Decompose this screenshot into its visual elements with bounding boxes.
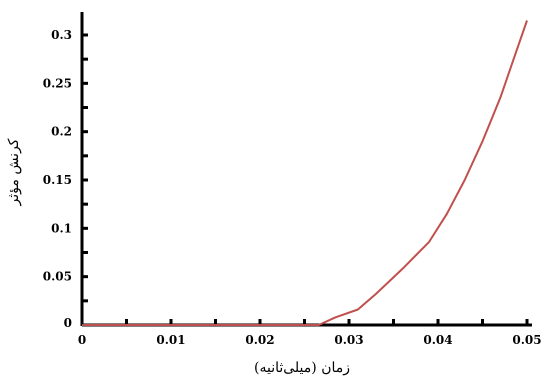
ticks: [80, 33, 529, 327]
series-line: [82, 20, 528, 326]
y-tick-label: 0.15: [43, 173, 72, 187]
y-tick-label: 0.3: [51, 28, 72, 42]
x-tick-label: 0.05: [512, 333, 541, 347]
series-layer: [82, 20, 528, 326]
x-tick-label: 0.04: [423, 333, 452, 347]
y-tick-label: 0: [64, 316, 72, 330]
x-tick-label: 0.03: [334, 333, 363, 347]
x-tick-label: 0.01: [156, 333, 185, 347]
y-tick-label: 0.25: [43, 76, 72, 90]
y-axis-title: کرنش مؤثر: [6, 138, 22, 206]
x-axis-title: زمان (میلی‌ثانیه): [254, 360, 350, 376]
x-tick-label: 0: [78, 333, 86, 347]
tick-labels: 0 0.01 0.02 0.03 0.04 0.05 0 0.05 0.1 0.15 0.2 0.25…: [43, 28, 542, 347]
axes: [80, 12, 532, 327]
y-tick-label: 0.1: [51, 221, 72, 235]
y-tick-label: 0.2: [51, 125, 72, 139]
y-tick-label: 0.05: [43, 270, 72, 284]
x-tick-label: 0.02: [245, 333, 274, 347]
